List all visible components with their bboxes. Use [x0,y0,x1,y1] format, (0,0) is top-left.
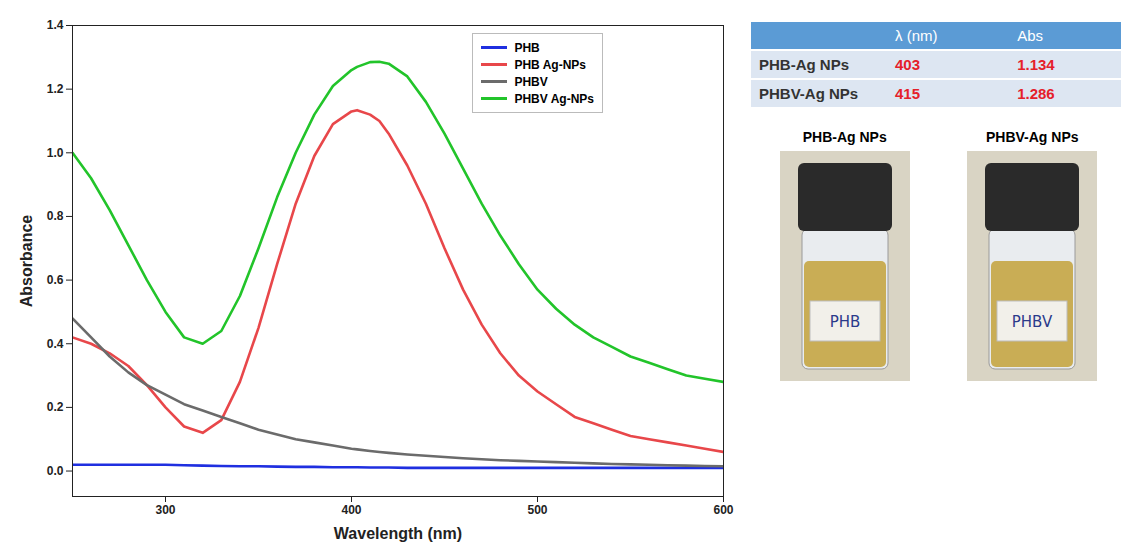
svg-text:0.8: 0.8 [47,209,64,223]
html-text:PHB-Ag NPs: PHB-Ag NPs [802,129,887,145]
html-text:λ (nm): λ (nm) [895,27,938,44]
svg-text:1.2: 1.2 [47,82,64,96]
html-text:403: 403 [895,56,920,73]
svg-text:0.2: 0.2 [47,400,64,414]
svg-text:300: 300 [155,503,175,517]
html-text:PHB-Ag NPs: PHB-Ag NPs [759,56,849,73]
svg-text:0.4: 0.4 [47,337,64,351]
html-text:PHBV-Ag NPs: PHBV-Ag NPs [986,129,1079,145]
html-text:415: 415 [895,85,920,102]
html-text:PHB: PHB [514,40,540,55]
svg-text:400: 400 [341,503,361,517]
svg-text:600: 600 [713,503,733,517]
svg-text:PHB: PHB [829,313,860,331]
html-text:PHBV Ag-NPs: PHBV Ag-NPs [514,91,594,106]
svg-text:1.0: 1.0 [47,146,64,160]
svg-text:Absorbance: Absorbance [18,215,35,308]
html-text:1.134: 1.134 [1017,56,1055,73]
svg-text:0.0: 0.0 [47,464,64,478]
svg-text:1.4: 1.4 [47,18,64,32]
html-text:PHBV: PHBV [514,74,548,89]
html-text:1.286: 1.286 [1017,85,1055,102]
html-text:PHB Ag-NPs: PHB Ag-NPs [514,57,586,72]
html-text:PHBV-Ag NPs: PHBV-Ag NPs [759,85,859,102]
svg-text:Wavelength (nm): Wavelength (nm) [334,525,462,542]
html-text:Abs: Abs [1017,27,1043,44]
svg-text:0.6: 0.6 [47,273,64,287]
svg-text:500: 500 [527,503,547,517]
svg-text:PHBV: PHBV [1012,313,1053,331]
